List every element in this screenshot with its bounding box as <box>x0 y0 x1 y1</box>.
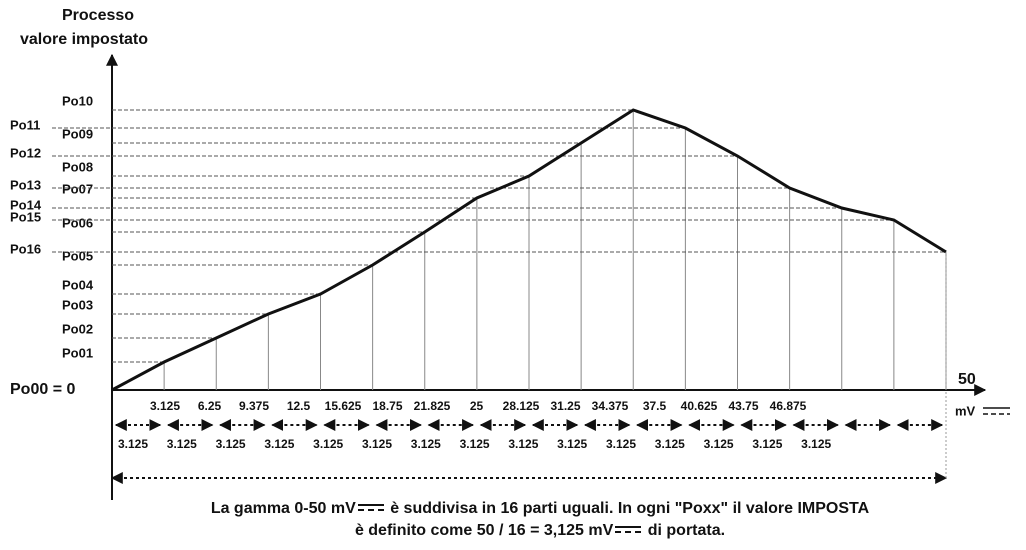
caption-text: La gamma 0-50 mV <box>210 500 356 517</box>
step-label: 3.125 <box>557 437 587 451</box>
level-label: Po14 <box>10 197 42 212</box>
step-label: 3.125 <box>508 437 538 451</box>
level-label: Po09 <box>62 126 93 141</box>
x-tick-label: 18.75 <box>372 399 402 413</box>
level-label: Po04 <box>62 277 94 292</box>
x-tick-label: 9.375 <box>239 399 269 413</box>
caption-text: di portata. <box>643 522 726 539</box>
level-label: Po05 <box>62 248 93 263</box>
step-label: 3.125 <box>655 437 685 451</box>
level-label: Po03 <box>62 297 93 312</box>
level-label: Po10 <box>62 93 93 108</box>
caption-text: è definito come 50 / 16 = 3,125 mV <box>354 522 614 539</box>
x-tick-label: 40.625 <box>681 399 718 413</box>
step-label: 3.125 <box>264 437 294 451</box>
caption-line: La gamma 0-50 mV è suddivisa in 16 parti… <box>0 500 1026 518</box>
step-label: 3.125 <box>704 437 734 451</box>
level-label: Po12 <box>10 145 41 160</box>
dc-symbol <box>357 504 384 513</box>
step-label: 3.125 <box>801 437 831 451</box>
axis-label: valore impostato <box>20 31 148 48</box>
x-tick-label: 15.625 <box>325 399 362 413</box>
level-label: Po01 <box>62 345 93 360</box>
x-tick-label: 31.25 <box>550 399 580 413</box>
unit: mV <box>955 403 976 418</box>
x-tick-label: 43.75 <box>728 399 758 413</box>
step-label: 3.125 <box>411 437 441 451</box>
level-label: Po16 <box>10 241 41 256</box>
x-tick-label: 21.825 <box>414 399 451 413</box>
level-label: Po13 <box>10 177 41 192</box>
x-tick-label: 6.25 <box>198 399 222 413</box>
axis-label: Processo <box>62 7 134 24</box>
process-line <box>111 108 947 392</box>
x-tick-label: 25 <box>470 399 484 413</box>
step-label: 3.125 <box>460 437 490 451</box>
x-tick-label: 28.125 <box>503 399 540 413</box>
step-label: 3.125 <box>752 437 782 451</box>
x-end-label: 50 <box>958 371 976 388</box>
level-label: Po00 = 0 <box>10 381 75 398</box>
x-tick-label: 3.125 <box>150 399 180 413</box>
step-label: 3.125 <box>313 437 343 451</box>
x-tick-label: 46.875 <box>770 399 807 413</box>
step-label: 3.125 <box>362 437 392 451</box>
x-tick-label: 12.5 <box>287 399 311 413</box>
level-label: Po02 <box>62 321 93 336</box>
level-label: Po06 <box>62 215 93 230</box>
step-label: 3.125 <box>118 437 148 451</box>
level-label: Po07 <box>62 181 93 196</box>
dc-symbol <box>983 407 1010 415</box>
level-label: Po15 <box>10 209 41 224</box>
caption-text: è suddivisa in 16 parti uguali. In ogni … <box>385 500 870 517</box>
level-label: Po11 <box>10 117 40 132</box>
x-tick-label: 34.375 <box>592 399 629 413</box>
dc-symbol <box>615 526 642 535</box>
step-label: 3.125 <box>216 437 246 451</box>
x-tick-label: 37.5 <box>643 399 667 413</box>
step-label: 3.125 <box>167 437 197 451</box>
step-label: 3.125 <box>606 437 636 451</box>
caption-line: è definito come 50 / 16 = 3,125 mV di po… <box>0 522 1026 540</box>
level-label: Po08 <box>62 159 93 174</box>
